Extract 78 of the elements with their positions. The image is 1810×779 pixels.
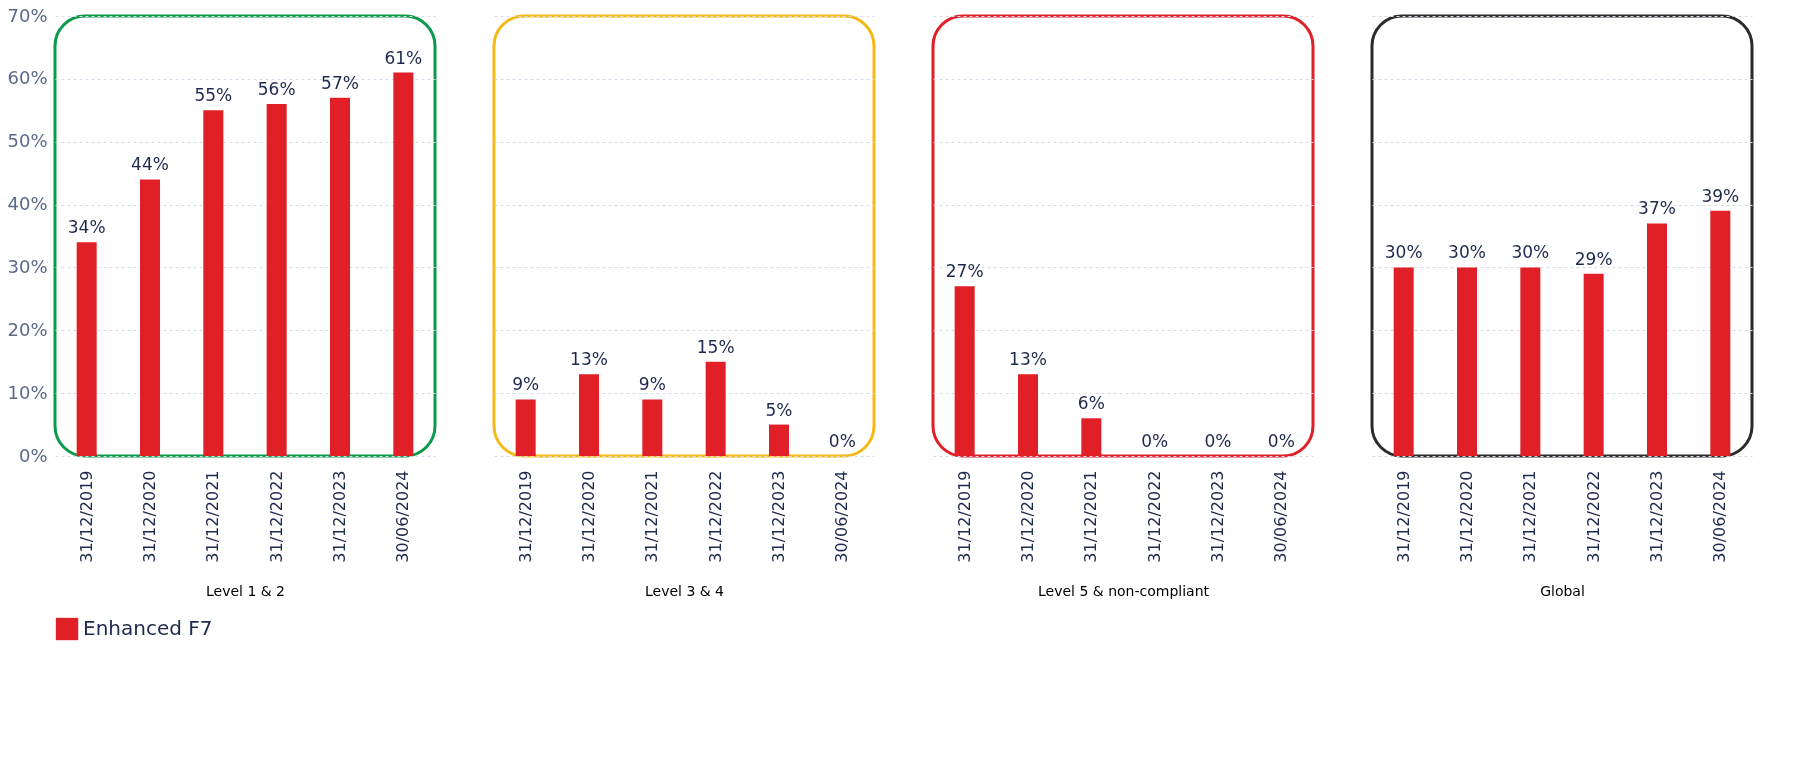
x-axis-title: Level 3 & 4 [644,582,725,599]
data-label: 56% [257,79,296,99]
data-label: 30% [1384,242,1423,263]
x-tick-label: 31/12/2020 [140,470,159,563]
bar [393,72,414,456]
data-label: 39% [1701,185,1740,206]
bar [705,361,726,456]
data-label: 37% [1638,198,1676,219]
data-label: 15% [696,336,735,357]
x-tick-label: 31/12/2021 [642,470,662,563]
bar [515,399,536,456]
data-label: 34% [67,217,106,238]
bar [330,97,350,456]
bar [642,399,663,456]
x-tick-label: 31/12/2023 [1208,470,1227,563]
bar [140,179,160,456]
data-label: 55% [194,85,233,106]
y-tick-label: 30% [7,255,48,277]
data-label: 0% [1204,431,1232,451]
y-tick-label: 20% [7,318,48,340]
x-tick-label: 30/06/2024 [393,470,413,563]
bar [1710,210,1731,456]
data-label: 61% [384,47,423,68]
data-label: 0% [828,431,856,451]
x-tick-label: 31/12/2021 [1520,470,1540,563]
x-tick-label: 30/06/2024 [832,470,852,563]
y-tick-label: 60% [7,67,48,89]
x-tick-label: 31/12/2019 [954,470,974,563]
data-label: 30% [1448,242,1486,263]
data-label: 13% [1009,349,1047,370]
x-tick-label: 31/12/2022 [1583,470,1603,563]
x-tick-label: 31/12/2022 [1144,470,1164,563]
bar [579,374,599,456]
bar [76,242,97,456]
x-axis-title: Global [1540,582,1585,599]
x-tick-label: 30/06/2024 [1710,470,1730,563]
y-tick-label: 10% [7,381,48,403]
x-tick-label: 31/12/2023 [769,470,788,563]
x-tick-label: 31/12/2021 [203,470,223,563]
x-tick-label: 30/06/2024 [1271,470,1291,563]
data-label: 0% [1267,431,1295,451]
x-tick-label: 31/12/2020 [579,470,598,563]
data-label: 57% [321,72,359,93]
bar [1583,273,1604,456]
data-label: 44% [131,154,169,175]
data-label: 9% [638,374,666,395]
x-tick-label: 31/12/2020 [1457,470,1476,563]
bar [769,424,789,456]
data-label: 29% [1574,248,1613,269]
data-label: 30% [1511,242,1550,263]
x-tick-label: 31/12/2023 [330,470,349,563]
y-tick-label: 70% [7,4,48,26]
legend-label: Enhanced F7 [83,616,213,640]
data-label: 5% [765,399,793,420]
bar [1393,267,1414,456]
y-tick-label: 50% [7,130,48,152]
bar [203,110,224,456]
y-tick-label: 40% [7,193,48,215]
x-axis-title: Level 1 & 2 [205,582,286,599]
data-label: 6% [1077,393,1105,414]
bar [1647,223,1667,456]
x-tick-label: 31/12/2020 [1018,470,1037,563]
x-tick-label: 31/12/2022 [266,470,286,563]
x-axis-title: Level 5 & non-compliant [1037,582,1210,599]
data-label: 0% [1141,431,1169,451]
x-tick-label: 31/12/2019 [1393,470,1413,563]
x-tick-label: 31/12/2023 [1647,470,1666,563]
data-label: 27% [945,261,984,282]
data-label: 9% [512,374,540,395]
data-label: 13% [570,349,608,370]
bar [1520,267,1541,456]
x-tick-label: 31/12/2019 [76,470,96,563]
x-tick-label: 31/12/2022 [705,470,725,563]
x-tick-label: 31/12/2021 [1081,470,1101,563]
bar [1457,267,1477,456]
x-tick-label: 31/12/2019 [515,470,535,563]
bar [266,104,287,456]
y-tick-label: 0% [18,444,48,466]
